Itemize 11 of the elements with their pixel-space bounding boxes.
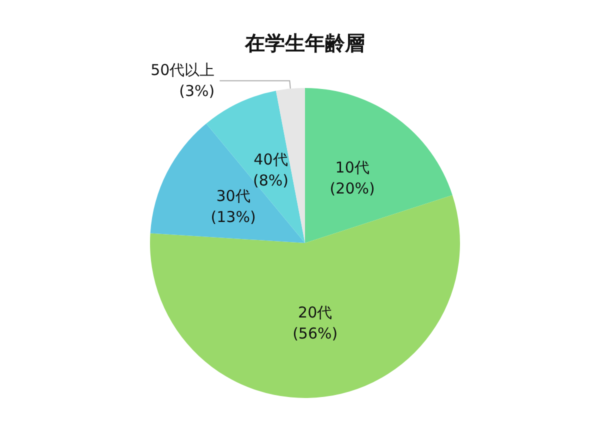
data-label: (3%) (179, 82, 215, 100)
data-label: (56%) (292, 324, 338, 342)
chart-title: 在学生年齢層 (244, 31, 365, 55)
slice-label: 30代 (216, 186, 250, 205)
slice-label: 20代 (298, 303, 332, 322)
slice-label: 10代 (335, 158, 370, 176)
data-label: (13%) (210, 208, 256, 226)
data-label: (20%) (330, 179, 375, 198)
slice-label: 40代 (254, 150, 288, 169)
data-label: (8%) (252, 172, 288, 190)
slice-label: 50代以上 (150, 61, 215, 80)
